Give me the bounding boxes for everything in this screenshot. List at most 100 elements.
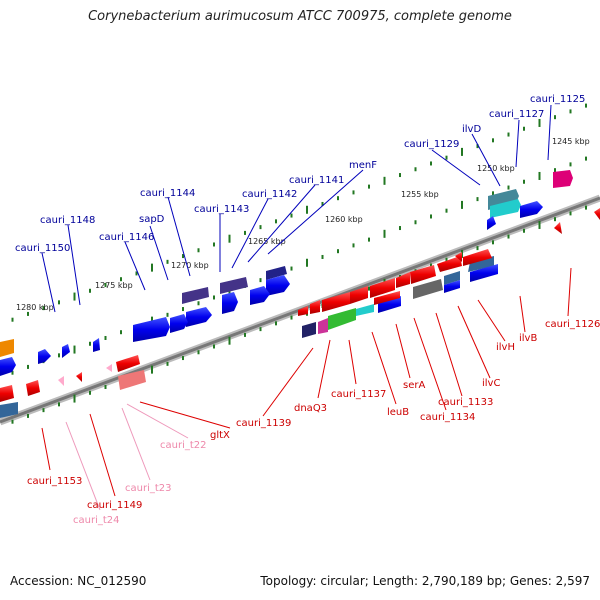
gene-cauri-1137[interactable]: [328, 308, 356, 330]
tick-mark: [259, 225, 262, 230]
gene-cauri-1143b[interactable]: [222, 292, 238, 314]
trna-leader-lines: [65, 403, 189, 511]
gene-rev-strip-2[interactable]: [396, 272, 410, 288]
gene-cauri-1149[interactable]: [76, 372, 82, 382]
gene-gltX-pink[interactable]: [118, 370, 146, 390]
gene-cauri-1148[interactable]: [93, 338, 100, 352]
gene-cauri-1126[interactable]: [554, 222, 562, 234]
gene-label[interactable]: cauri_t22: [160, 440, 207, 451]
gene-label[interactable]: cauri_1133: [438, 397, 493, 408]
gene-serA-b[interactable]: [374, 291, 400, 305]
gene-label[interactable]: cauri_1148: [40, 215, 95, 226]
tick-mark: [228, 287, 231, 296]
gene-ilvB[interactable]: [468, 256, 494, 272]
gene-ilvD-segment[interactable]: [490, 199, 521, 218]
gene-label[interactable]: cauri_1149: [87, 500, 142, 511]
gene-small-fwd[interactable]: [487, 216, 496, 230]
gene-left-edge-rev[interactable]: [0, 385, 14, 402]
gene-label[interactable]: cauri_1141: [289, 175, 344, 186]
gene-label[interactable]: cauri_1127: [489, 109, 544, 120]
gene-label[interactable]: cauri_1150: [15, 243, 70, 254]
reverse-genes: [0, 208, 600, 418]
gene-rev-strip-3[interactable]: [370, 278, 395, 298]
gene-left-edge-rev-b[interactable]: [0, 402, 18, 418]
gene-cauri-1141[interactable]: [266, 275, 290, 296]
gene-cauri-1142[interactable]: [250, 286, 270, 305]
gene-label[interactable]: ilvD: [462, 124, 481, 135]
gene-rev-top-2[interactable]: [455, 252, 462, 262]
gene-menF[interactable]: [266, 266, 287, 280]
gene-ilvH[interactable]: [463, 249, 492, 266]
tick-mark: [166, 312, 169, 317]
gene-label[interactable]: cauri_1137: [331, 389, 386, 400]
gene-label[interactable]: leuB: [387, 407, 409, 418]
gene-label[interactable]: gltX: [210, 430, 230, 441]
gene-rev-strip-5[interactable]: [322, 292, 350, 312]
gene-label[interactable]: cauri_1125: [530, 94, 585, 105]
gene-label[interactable]: ilvC: [482, 378, 500, 389]
gene-label[interactable]: cauri_t23: [125, 483, 172, 494]
gene-label[interactable]: ilvB: [519, 333, 537, 344]
gene-cauri-1125[interactable]: [553, 170, 573, 188]
tick-mark: [430, 161, 432, 166]
gene-rev-strip-1[interactable]: [410, 265, 436, 284]
gene-label[interactable]: cauri_1126: [545, 319, 600, 330]
gene-sapD[interactable]: [186, 307, 212, 327]
gene-cauri-1150b[interactable]: [38, 349, 51, 364]
tick-mark: [352, 190, 355, 195]
tick-mark: [89, 390, 91, 395]
gene-label[interactable]: cauri_1144: [140, 188, 195, 199]
tick-mark: [414, 167, 417, 172]
gene-rev-strip-6[interactable]: [310, 300, 320, 314]
gene-gltX[interactable]: [116, 355, 140, 372]
gene-label[interactable]: cauri_1153: [27, 476, 82, 487]
gene-cauri-1150a[interactable]: [62, 344, 70, 358]
gene-cauri-1133[interactable]: [444, 271, 460, 285]
gene-left-edge-fwd[interactable]: [0, 357, 16, 376]
gene-label[interactable]: sapD: [139, 214, 165, 225]
gene-cauri-1143[interactable]: [220, 277, 248, 294]
tick-mark: [275, 219, 277, 224]
gene-label[interactable]: dnaQ3: [294, 403, 327, 414]
gene-rev-top-1[interactable]: [437, 256, 462, 272]
gene-label[interactable]: cauri_1134: [420, 412, 475, 423]
tick-mark: [58, 300, 60, 305]
gene-serA[interactable]: [378, 296, 401, 313]
tick-mark: [275, 321, 277, 326]
gene-cauri-1153[interactable]: [26, 380, 40, 396]
gene-cauri-1139[interactable]: [302, 322, 316, 338]
tick-mark: [213, 295, 215, 300]
gene-orange-left[interactable]: [0, 339, 14, 357]
gene-cauri-1146[interactable]: [170, 314, 188, 333]
gene-label[interactable]: cauri_1129: [404, 139, 459, 150]
gene-label[interactable]: cauri_t24: [73, 515, 120, 526]
gene-ilvC[interactable]: [470, 264, 498, 282]
tick-mark: [120, 277, 122, 282]
gene-rev-strip-4[interactable]: [350, 286, 368, 304]
gene-rev-strip-7[interactable]: [298, 306, 308, 316]
tick-mark: [585, 205, 587, 210]
tick-mark: [104, 335, 107, 340]
tick-mark: [151, 263, 153, 272]
gene-leuB[interactable]: [356, 304, 374, 316]
gene-cauri-1133b[interactable]: [444, 280, 460, 293]
gene-label[interactable]: cauri_1146: [99, 232, 154, 243]
kbp-scale: 1245 kbp 1250 kbp 1255 kbp 1260 kbp 1265…: [16, 137, 590, 312]
tick-mark: [11, 419, 14, 424]
gene-cauri-t23[interactable]: [106, 364, 112, 372]
gene-cauri-1134[interactable]: [413, 279, 443, 299]
tick-mark: [585, 156, 587, 161]
gene-cauri-1144[interactable]: [182, 287, 209, 304]
gene-label[interactable]: cauri_1143: [194, 204, 249, 215]
gene-label[interactable]: serA: [403, 380, 425, 391]
gene-cauri-t24[interactable]: [58, 376, 64, 386]
gene-label[interactable]: cauri_1139: [236, 418, 291, 429]
gene-label[interactable]: ilvH: [496, 342, 515, 353]
gene-dnaQ3[interactable]: [318, 318, 328, 334]
gene-right-edge-rev[interactable]: [594, 208, 600, 220]
gene-label[interactable]: menF: [349, 160, 377, 171]
gene-cauri-1129[interactable]: [520, 201, 543, 218]
gene-label[interactable]: cauri_1142: [242, 189, 297, 200]
gene-cauri-1146b[interactable]: [133, 317, 170, 342]
tick-mark: [259, 278, 262, 283]
